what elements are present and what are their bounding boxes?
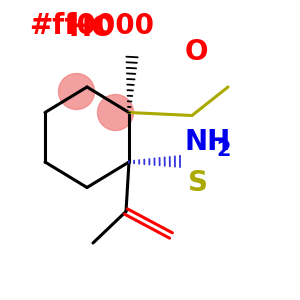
Text: NH: NH: [184, 128, 231, 157]
Text: HO: HO: [68, 14, 115, 43]
Text: 2: 2: [216, 140, 230, 160]
Circle shape: [98, 94, 134, 130]
Text: O: O: [185, 38, 208, 67]
Circle shape: [58, 74, 94, 110]
Text: S: S: [188, 169, 208, 197]
Text: #ff0000: #ff0000: [29, 11, 154, 40]
